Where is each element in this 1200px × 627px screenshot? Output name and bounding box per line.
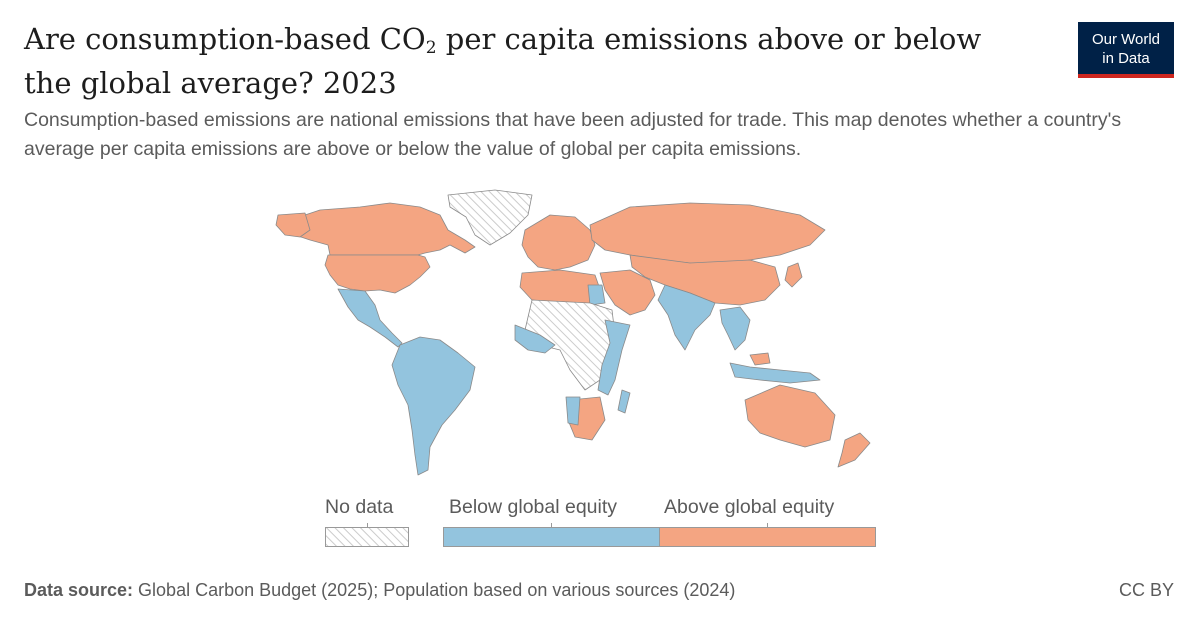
region-middle-east[interactable] (599, 269, 656, 316)
license-label[interactable]: CC BY (1118, 580, 1174, 600)
legend-above-swatch (659, 527, 876, 547)
region-egypt[interactable] (587, 284, 606, 306)
region-madagascar[interactable] (617, 389, 631, 414)
world-map[interactable] (270, 185, 880, 480)
source-text[interactable]: Global Carbon Budget (2025); Population … (133, 580, 736, 600)
region-russia[interactable] (589, 202, 826, 266)
region-japan[interactable] (784, 262, 803, 288)
region-east-africa[interactable] (597, 319, 631, 396)
footer-source: Data source: Global Carbon Budget (2025)… (24, 580, 735, 601)
region-namibia[interactable] (565, 396, 581, 426)
region-alaska[interactable] (275, 212, 311, 238)
source-label: Data source: (24, 580, 134, 600)
region-malaysia[interactable] (749, 352, 771, 366)
legend-below-swatch (443, 527, 660, 547)
region-greenland[interactable] (447, 189, 533, 246)
legend-above-label: Above global equity (664, 496, 835, 518)
chart-subtitle: Consumption-based emissions are national… (24, 109, 1122, 160)
region-united-states[interactable] (324, 254, 431, 294)
logo-line-2: in Data (1102, 50, 1150, 67)
region-south-asia[interactable] (657, 284, 716, 351)
region-southeast-asia[interactable] (719, 306, 751, 351)
logo-line-1: Our World (1091, 31, 1161, 48)
region-europe[interactable] (521, 214, 596, 271)
legend-above-tick (767, 523, 768, 529)
legend-below-label: Below global equity (449, 496, 618, 518)
legend-no-data-swatch (325, 527, 409, 547)
owid-logo[interactable]: Our World in Data (1078, 22, 1174, 78)
region-new-zealand[interactable] (837, 432, 871, 468)
region-west-africa[interactable] (514, 324, 556, 354)
legend-no-data-label: No data (325, 496, 394, 518)
legend-no-data-tick (367, 523, 368, 529)
legend-below-tick (551, 523, 552, 529)
region-canada[interactable] (289, 202, 476, 256)
region-china-central-asia[interactable] (629, 254, 781, 306)
chart-title: Are consumption-based CO2 per capita emi… (24, 22, 982, 100)
region-mexico-central-america[interactable] (337, 288, 403, 348)
region-south-america[interactable] (391, 336, 476, 476)
region-australia[interactable] (744, 384, 836, 448)
region-indonesia[interactable] (729, 362, 821, 384)
